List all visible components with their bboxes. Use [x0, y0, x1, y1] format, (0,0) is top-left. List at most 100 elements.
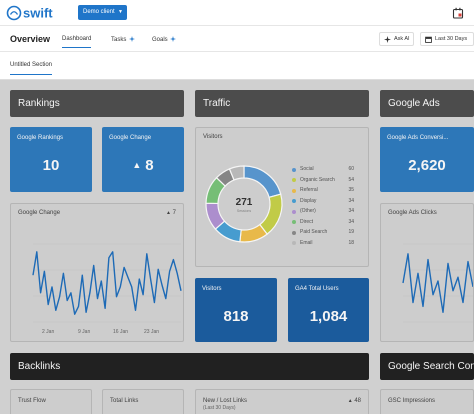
- sparkle-icon: [170, 36, 177, 42]
- legend-item[interactable]: Display 34: [292, 198, 354, 206]
- x-tick-label: 9 Jan: [78, 329, 91, 335]
- kpi-title: Google Rankings: [17, 135, 64, 141]
- legend-item[interactable]: (Other) 34: [292, 208, 354, 216]
- new-lost-links-card[interactable]: New / Lost Links (Last 30 Days) ▲ 48: [195, 389, 369, 414]
- tab-dashboard[interactable]: Dashboard: [62, 36, 92, 48]
- up-arrow-icon: ▲: [347, 398, 353, 404]
- gsc-impressions-card[interactable]: GSC Impressions: [380, 389, 474, 414]
- legend-value: 34: [348, 197, 354, 204]
- traffic-header: Traffic: [195, 90, 369, 117]
- card-title: Google Ads Clicks: [388, 210, 437, 216]
- kpi-title: GA4 Total Users: [295, 286, 339, 292]
- links-badge: ▲ 48: [348, 398, 361, 404]
- kpi-google-change[interactable]: Google Change ▲ 8: [102, 127, 184, 192]
- x-tick-label: 23 Jan: [144, 329, 160, 335]
- change-badge-value: 7: [172, 210, 176, 216]
- kpi-value: 1,084: [309, 308, 348, 325]
- card-title: Trust Flow: [18, 398, 46, 404]
- kpi-ga4-total-users[interactable]: GA4 Total Users 1,084: [288, 278, 369, 342]
- card-subtitle: (Last 30 Days): [203, 405, 236, 411]
- kpi-title: Google Change: [109, 135, 152, 141]
- legend-value: 34: [348, 218, 354, 225]
- ask-ai-label: Ask AI: [394, 36, 410, 42]
- legend-label: (Other): [300, 208, 316, 214]
- kpi-value: 10: [42, 157, 60, 174]
- card-title: New / Lost Links: [203, 398, 248, 404]
- kpi-value: 8: [145, 157, 154, 174]
- legend-item[interactable]: Paid Search 19: [292, 229, 354, 237]
- client-selector-button[interactable]: Demo client ▼: [78, 5, 127, 20]
- legend-value: 60: [348, 166, 354, 172]
- legend-item[interactable]: Direct 34: [292, 219, 354, 227]
- kpi-value: 818: [223, 308, 249, 325]
- x-tick-label: 2 Jan: [42, 329, 55, 335]
- legend-color-swatch: [292, 178, 296, 182]
- legend-item[interactable]: Organic Search 54: [292, 177, 354, 185]
- chevron-down-icon: ▼: [118, 9, 123, 15]
- legend-item[interactable]: Referral 35: [292, 187, 354, 195]
- legend-item[interactable]: Social 60: [292, 166, 354, 174]
- page-title: Overview: [10, 34, 51, 44]
- sparkle-icon: [384, 36, 391, 43]
- gsc-header: Google Search Console: [380, 353, 474, 380]
- legend-value: 19: [348, 229, 354, 235]
- client-selector-label: Demo client: [83, 9, 115, 15]
- change-badge: ▲ 7: [166, 210, 176, 216]
- donut-slice-social[interactable]: [243, 165, 282, 199]
- visitors-donut-card[interactable]: Visitors 271 Sessions Social 60 Organic Se…: [195, 127, 369, 267]
- total-links-card[interactable]: Total Links: [102, 389, 184, 414]
- legend-color-swatch: [292, 188, 296, 193]
- rankings-header: Rankings: [10, 90, 184, 117]
- kpi-value: 2,620: [408, 157, 446, 174]
- kpi-title: Google Ads Conversi...: [387, 135, 449, 141]
- tab-goals-label: Goals: [152, 37, 168, 43]
- calendar-icon[interactable]: [452, 6, 464, 19]
- kpi-value-row: ▲ 8: [102, 157, 184, 174]
- legend-color-swatch: [292, 199, 296, 203]
- date-range-button[interactable]: Last 30 Days: [420, 32, 474, 46]
- tab-tasks-label: Tasks: [111, 37, 127, 43]
- legend-label: Direct: [300, 218, 314, 225]
- legend-label: Social: [300, 166, 314, 172]
- section-tab-bar: Untitled Section: [0, 52, 474, 80]
- legend-color-swatch: [292, 230, 296, 235]
- legend-value: 35: [348, 187, 354, 193]
- kpi-google-rankings[interactable]: Google Rankings 10: [10, 127, 92, 192]
- card-title: GSC Impressions: [388, 398, 436, 404]
- up-arrow-icon: ▲: [132, 160, 142, 170]
- legend-color-swatch: [292, 167, 296, 172]
- sparkle-icon: [129, 36, 136, 42]
- tab-dashboard-label: Dashboard: [62, 36, 92, 42]
- swift-logo[interactable]: swift: [6, 4, 62, 22]
- calendar-icon: [425, 36, 432, 43]
- tab-tasks[interactable]: Tasks: [111, 36, 136, 43]
- backlinks-header: Backlinks: [10, 353, 369, 380]
- google-ads-clicks-card[interactable]: Google Ads Clicks: [380, 203, 474, 342]
- google-change-chart-card[interactable]: Google Change ▲ 7 2 Jan 9 Jan 16 Jan 23 …: [10, 203, 184, 342]
- legend-item[interactable]: Email 18: [292, 240, 354, 248]
- kpi-google-ads-conversions[interactable]: Google Ads Conversi... 2,620: [380, 127, 474, 192]
- ask-ai-button[interactable]: Ask AI: [379, 32, 414, 46]
- top-bar: swift Demo client ▼: [0, 0, 474, 26]
- google-change-series-line: [32, 251, 182, 315]
- trust-flow-card[interactable]: Trust Flow: [10, 389, 92, 414]
- card-title: Google Change: [18, 210, 61, 216]
- card-title: Total Links: [110, 398, 139, 404]
- legend-color-swatch: [292, 241, 296, 245]
- legend-label: Email: [300, 239, 313, 246]
- google-ads-clicks-line-chart: [402, 243, 473, 323]
- card-title: Visitors: [203, 134, 223, 140]
- tab-untitled-section[interactable]: Untitled Section: [10, 62, 53, 75]
- kpi-visitors[interactable]: Visitors 818: [195, 278, 277, 342]
- date-range-label: Last 30 Days: [435, 36, 468, 42]
- google-ads-clicks-series-line: [402, 253, 473, 314]
- visitors-donut-chart: [205, 165, 283, 243]
- donut-slice-email[interactable]: [228, 165, 245, 181]
- sub-navigation-bar: Overview Dashboard Tasks Goals Ask AI La…: [0, 26, 474, 52]
- legend-color-swatch: [292, 209, 296, 214]
- x-tick-label: 16 Jan: [113, 329, 129, 335]
- legend-value: 34: [348, 208, 354, 214]
- up-arrow-icon: ▲: [166, 210, 171, 216]
- legend-label: Referral: [300, 187, 318, 193]
- tab-goals[interactable]: Goals: [152, 36, 177, 43]
